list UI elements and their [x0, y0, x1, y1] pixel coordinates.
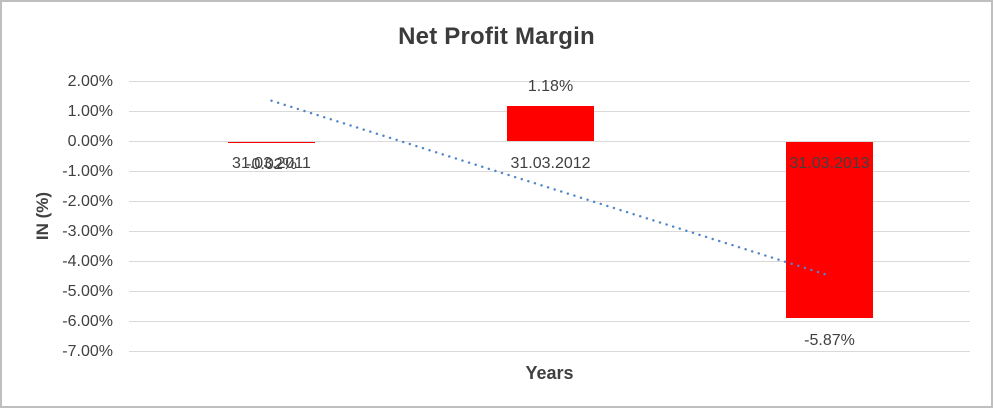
data-label: -5.87% [804, 331, 855, 349]
y-axis-tick-label: 1.00% [67, 102, 113, 120]
category-label: 31.03.2013 [789, 154, 870, 172]
data-label: 1.18% [527, 78, 574, 96]
y-axis-tick-label: -6.00% [62, 312, 113, 330]
gridline [129, 321, 970, 322]
gridline [129, 351, 970, 352]
data-label: -0.02% [246, 156, 297, 174]
gridline [129, 81, 970, 82]
y-axis-tick-label: -5.00% [62, 282, 113, 300]
chart-title: Net Profit Margin [398, 23, 595, 50]
y-axis-tick-label: -1.00% [62, 162, 113, 180]
y-axis-tick-label: -4.00% [62, 252, 113, 270]
bar-31.03.2012 [507, 106, 594, 142]
y-axis-tick-label: -7.00% [62, 342, 113, 360]
category-label: 31.03.2012 [510, 154, 591, 172]
y-axis-tick-label: -3.00% [62, 222, 113, 240]
y-axis-tick-label: 0.00% [67, 132, 113, 150]
bar-31.03.2011 [228, 141, 315, 143]
y-axis-tick-label: 2.00% [67, 72, 113, 90]
x-axis-title: Years [525, 363, 574, 383]
y-axis-tick-label: -2.00% [62, 192, 113, 210]
gridline [129, 291, 970, 292]
